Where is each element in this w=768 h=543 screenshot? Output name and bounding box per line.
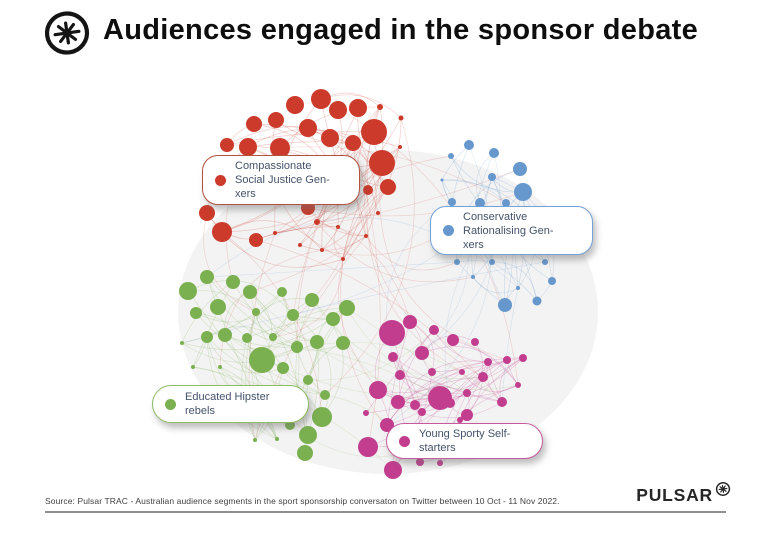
blue-cluster-dot-icon <box>443 225 454 236</box>
cluster-label-text: Conservative Rationalising Gen- xers <box>463 210 554 251</box>
cluster-label-educated-hipster-rebels: Educated Hipster rebels <box>152 385 309 423</box>
cluster-label-text: Compassionate Social Justice Gen- xers <box>235 160 330 200</box>
green-cluster-dot-icon <box>165 398 176 410</box>
source-caption: Source: Pulsar TRAC - Australian audienc… <box>45 496 560 506</box>
pulsar-brand: PULSAR <box>636 482 731 506</box>
cluster-label-text: Educated Hipster rebels <box>185 391 270 417</box>
red-cluster-dot-icon <box>215 174 226 186</box>
pulsar-asterisk-mark-icon <box>715 482 731 496</box>
pulsar-wordmark: PULSAR <box>636 485 713 505</box>
pulsar-asterisk-logo-icon <box>44 11 90 55</box>
cluster-label-young-sporty-self-starters: Young Sporty Self- starters <box>386 423 543 459</box>
pink-cluster-dot-icon <box>399 435 410 447</box>
cluster-label-conservative-rationalising-genxers: Conservative Rationalising Gen- xers <box>430 206 593 255</box>
cluster-label-compassionate-social-justice-genxers: Compassionate Social Justice Gen- xers <box>202 155 360 205</box>
cluster-label-text: Young Sporty Self- starters <box>419 428 511 454</box>
page-title: Audiences engaged in the sponsor debate <box>103 14 699 46</box>
footer-divider <box>45 511 726 513</box>
